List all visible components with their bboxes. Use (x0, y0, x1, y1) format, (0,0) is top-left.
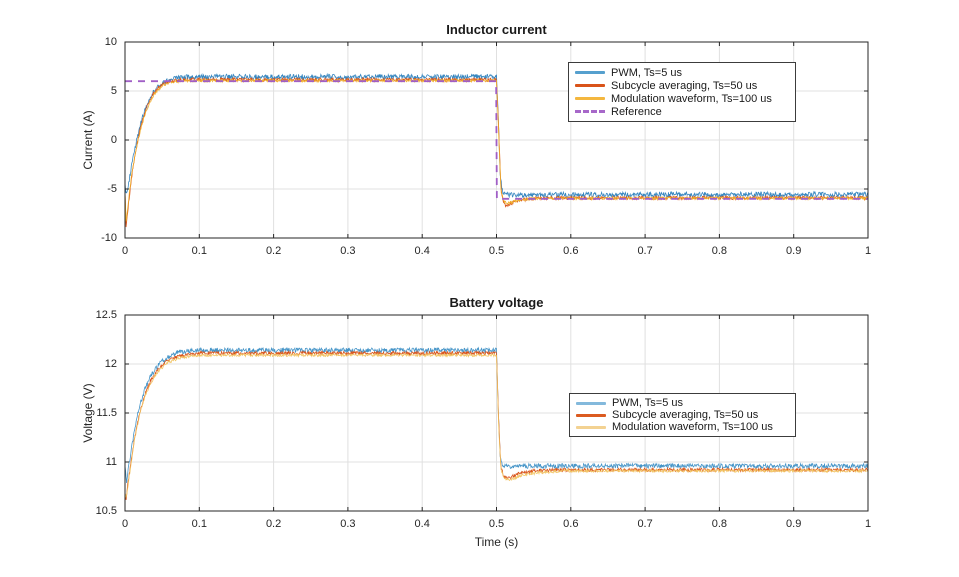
x-tick-label: 0.3 (340, 245, 356, 257)
legend-entry: PWM, Ts=5 us (576, 397, 791, 409)
chart1-title: Inductor current (446, 22, 547, 37)
x-tick-label: 0.1 (191, 245, 207, 257)
chart2-title: Battery voltage (449, 295, 544, 310)
x-tick-label: 0.3 (340, 518, 356, 530)
x-tick-label: 0.8 (711, 518, 728, 530)
x-tick-label: 0.9 (786, 518, 802, 530)
legend-entry: Modulation waveform, Ts=100 us (576, 421, 791, 433)
x-tick-label: 1 (864, 518, 872, 530)
legend-entry: Subcycle averaging, Ts=50 us (575, 79, 791, 92)
x-tick-label: 0 (121, 245, 129, 257)
legend-entry-label: Subcycle averaging, Ts=50 us (612, 409, 759, 421)
x-tick-label: 0.2 (265, 518, 282, 530)
legend-entry-label: PWM, Ts=5 us (612, 397, 684, 409)
legend-line-sample (576, 401, 606, 405)
series-pwm-ts-5-us (124, 72, 869, 199)
legend-entry: PWM, Ts=5 us (575, 66, 791, 79)
legend-line-sample (576, 425, 606, 429)
x-tick-label: 0.7 (637, 518, 653, 530)
x-tick-label: 0.4 (414, 518, 430, 530)
legend-entry-label: Subcycle averaging, Ts=50 us (611, 79, 758, 92)
y-tick-label: 12 (104, 358, 117, 370)
series-subcycle-averaging-ts-50-us (124, 350, 869, 501)
series-modulation-waveform-ts-100-us (124, 352, 869, 498)
x-tick-label: 0.1 (191, 518, 207, 530)
x-tick-label: 0.5 (488, 518, 505, 530)
legend-entry-label: Modulation waveform, Ts=100 us (612, 421, 773, 433)
legend-entry: Reference (575, 105, 791, 118)
legend-line-sample (575, 84, 605, 87)
x-tick-label: 0.6 (563, 518, 579, 530)
y-tick-label: -10 (101, 232, 117, 244)
y-tick-label: 10 (104, 36, 117, 48)
x-tick-label: 0.9 (786, 245, 802, 257)
x-tick-label: 0.6 (563, 245, 579, 257)
chart2-x-axis-label: Time (s) (474, 535, 519, 549)
x-tick-label: 0.2 (265, 245, 282, 257)
y-tick-label: 0 (110, 134, 117, 146)
y-tick-label: 5 (110, 85, 117, 97)
y-tick-label: 12.5 (95, 309, 117, 321)
y-tick-label: 11.5 (96, 407, 117, 419)
series-reference (125, 80, 868, 200)
x-tick-label: 0.4 (414, 245, 430, 257)
y-tick-label: 11 (105, 456, 117, 468)
x-tick-label: 0 (121, 518, 129, 530)
legend-entry: Subcycle averaging, Ts=50 us (576, 409, 791, 421)
legend-line-sample (575, 97, 605, 100)
legend-line-sample (576, 413, 606, 417)
legend-entry-label: Reference (611, 105, 662, 118)
legend-entry-label: PWM, Ts=5 us (611, 66, 683, 79)
chart2-legend: PWM, Ts=5 us Subcycle averaging, Ts=50 us… (569, 393, 796, 437)
legend-entry: Modulation waveform, Ts=100 us (575, 92, 791, 105)
x-tick-label: 0.7 (637, 245, 653, 257)
x-tick-label: 0.8 (711, 245, 728, 257)
legend-line-sample (575, 110, 605, 113)
y-tick-label: -5 (107, 183, 117, 195)
x-tick-label: 1 (864, 245, 872, 257)
chart1-legend: PWM, Ts=5 us Subcycle averaging, Ts=50 us… (568, 62, 796, 122)
legend-line-sample (575, 71, 605, 74)
series-pwm-ts-5-us (124, 346, 869, 483)
y-tick-label: 10.5 (95, 505, 117, 517)
x-tick-label: 0.5 (488, 245, 505, 257)
legend-entry-label: Modulation waveform, Ts=100 us (611, 92, 772, 105)
